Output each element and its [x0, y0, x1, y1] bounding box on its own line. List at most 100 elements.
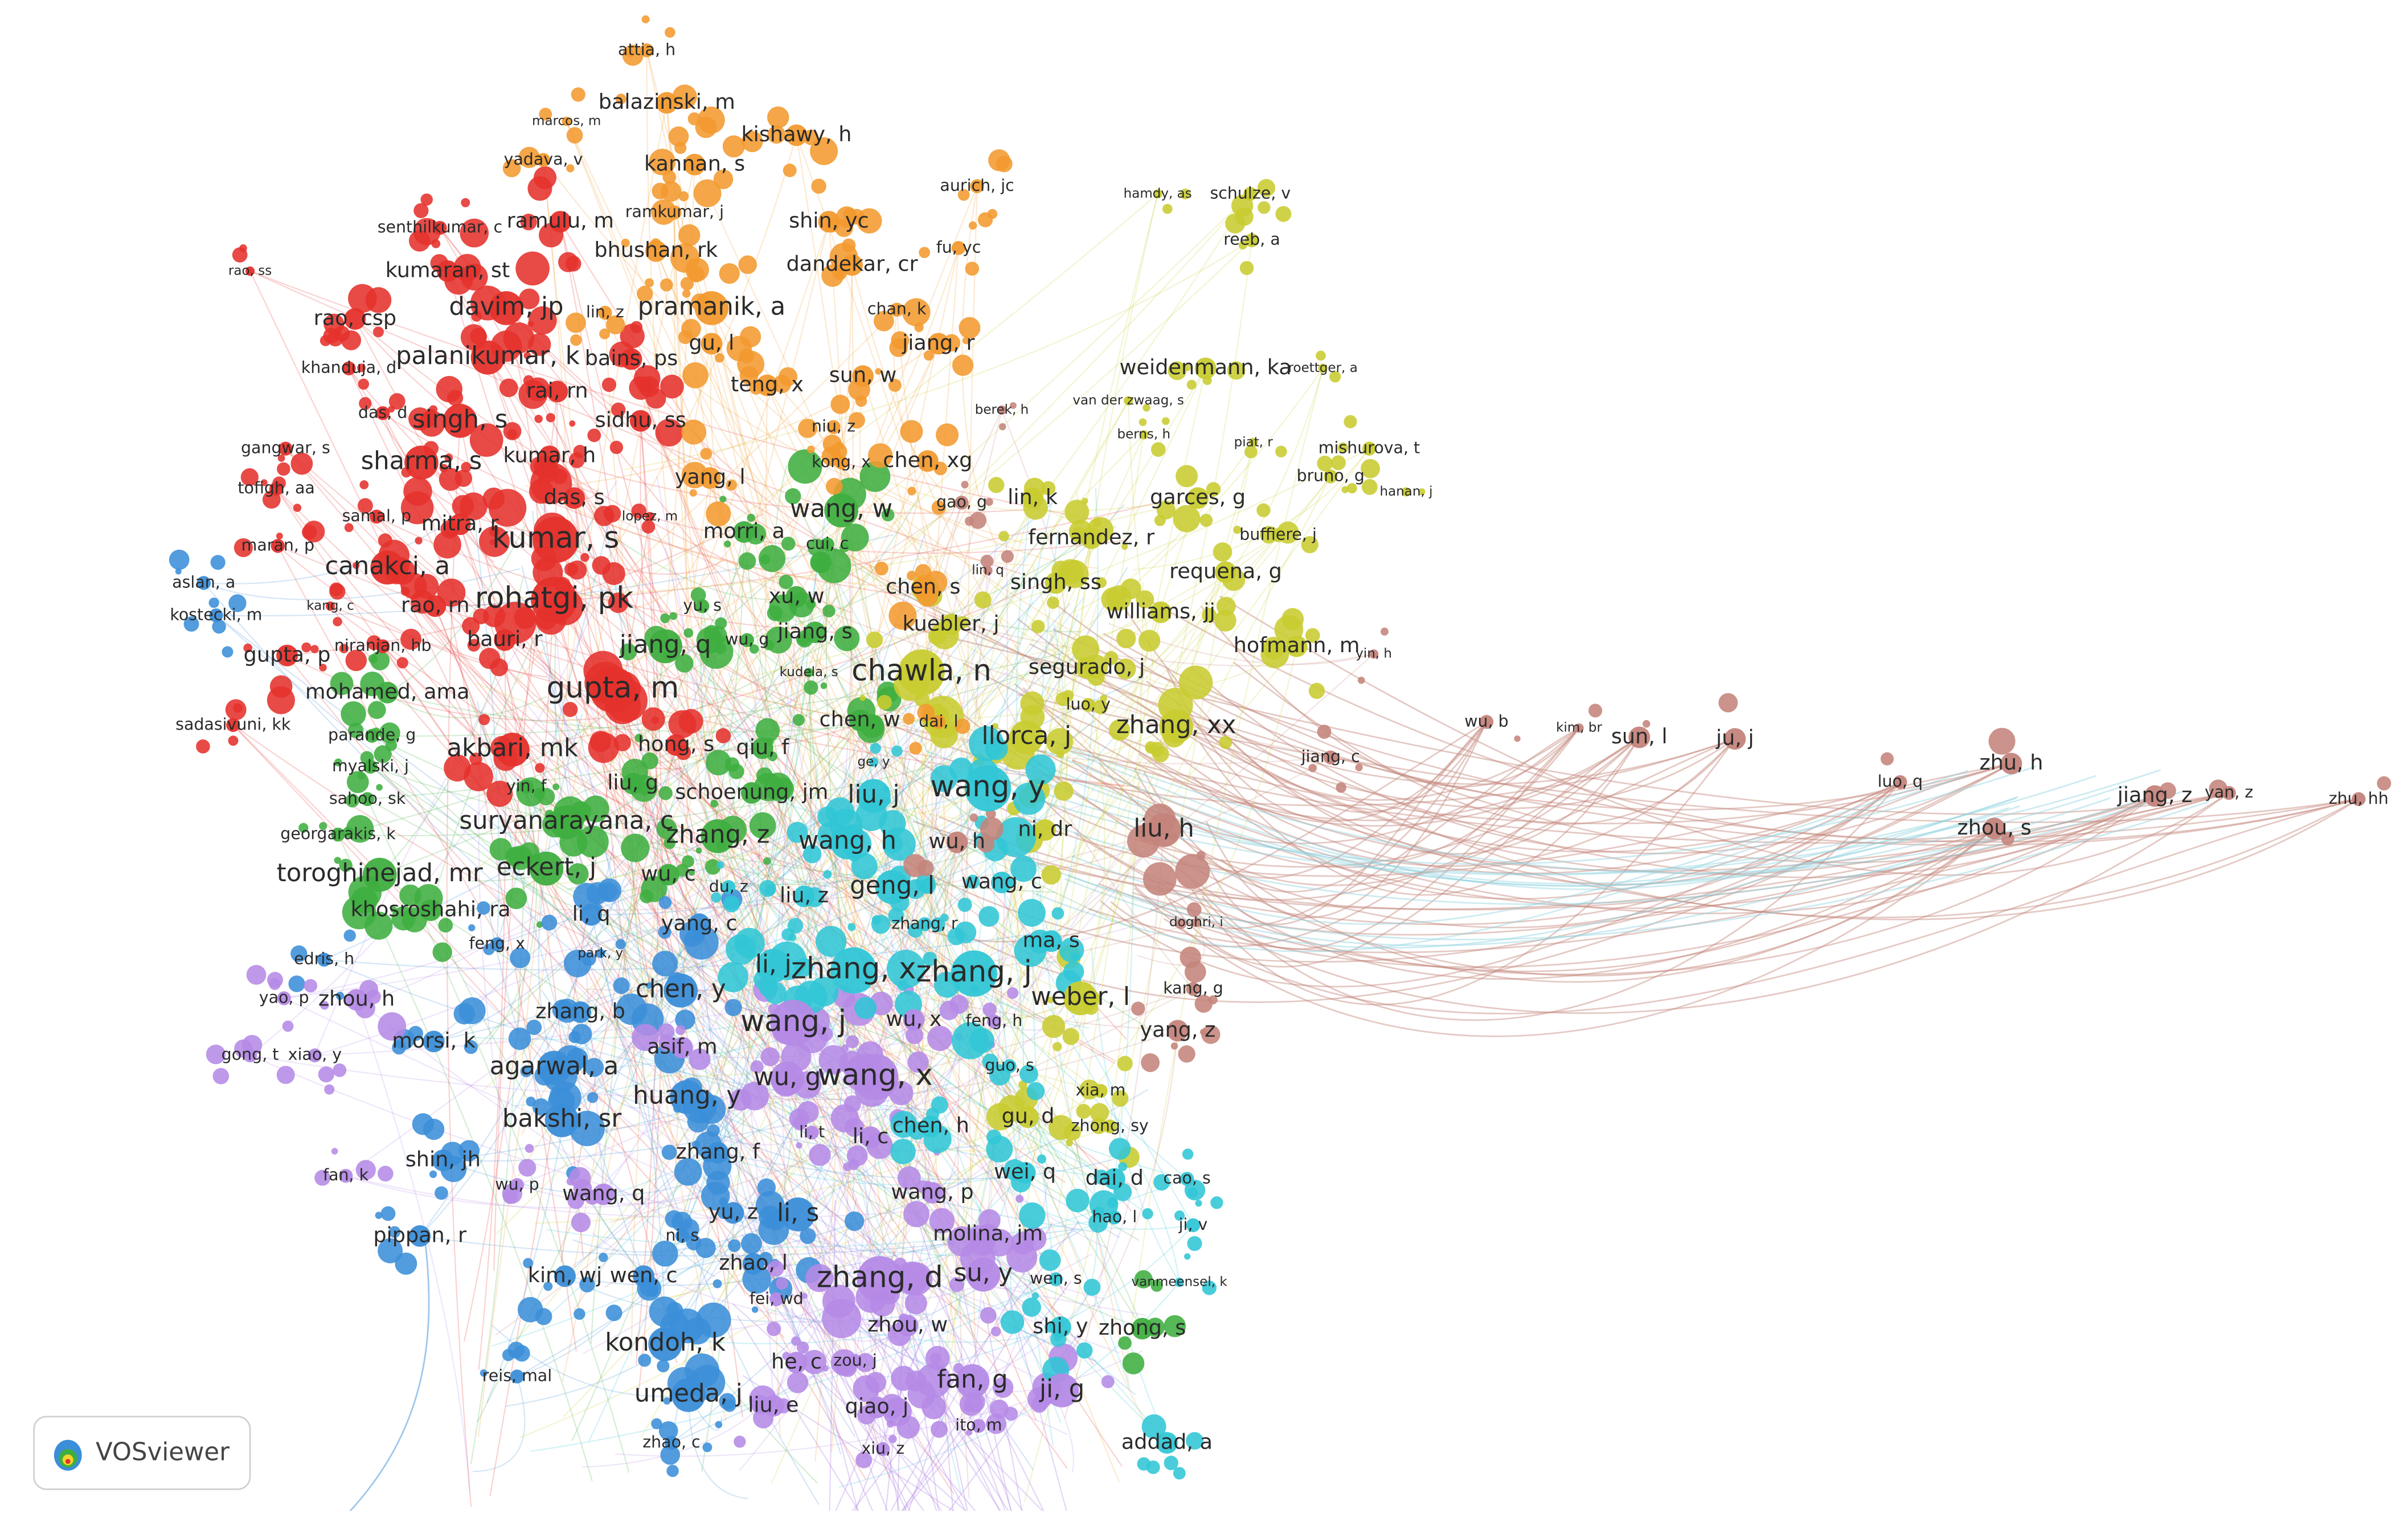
node [796, 1142, 802, 1149]
edge [1232, 661, 1736, 825]
node [347, 722, 364, 738]
node [739, 348, 755, 363]
node [1094, 1083, 1108, 1098]
node [665, 27, 675, 38]
edge [538, 714, 583, 1068]
node [749, 812, 776, 839]
node [239, 244, 247, 252]
node [1643, 720, 1651, 728]
edge [1205, 721, 1488, 919]
node [742, 1253, 764, 1275]
node-label: kong, x [812, 452, 871, 471]
node [1040, 930, 1062, 952]
edge [668, 672, 810, 1262]
node [1301, 536, 1318, 554]
node [818, 211, 840, 233]
node [952, 354, 974, 376]
node [1045, 1373, 1079, 1408]
node [1336, 782, 1346, 793]
node [1146, 813, 1181, 847]
node [490, 658, 509, 677]
node [482, 604, 506, 628]
node [1117, 1056, 1133, 1071]
edge [435, 502, 1154, 607]
node-label: sharma, s [361, 447, 482, 476]
node-label: fernandez, r [1028, 525, 1155, 549]
node [931, 715, 946, 729]
node [802, 1349, 827, 1375]
node [598, 882, 617, 901]
node [1162, 203, 1173, 214]
node [571, 87, 585, 102]
node-label: kannan, s [644, 151, 745, 175]
node [949, 995, 969, 1014]
node-label: xu, w [768, 583, 824, 608]
node [1000, 1310, 1025, 1334]
node-label: yang, z [1140, 1017, 1215, 1042]
edge [559, 222, 638, 698]
node [1139, 418, 1147, 426]
node [1271, 528, 1285, 542]
node [857, 779, 891, 813]
node [208, 598, 219, 608]
node-label: hofmann, m [1234, 633, 1360, 657]
edge [439, 227, 1127, 1040]
node [706, 501, 731, 527]
node [629, 410, 652, 432]
node [499, 378, 518, 398]
node [510, 947, 531, 968]
node [982, 1003, 997, 1017]
edge [370, 766, 746, 1043]
edge [763, 1260, 874, 1511]
node [996, 156, 1013, 173]
node [400, 587, 410, 596]
node [1186, 902, 1202, 917]
edge [382, 412, 908, 596]
node-label: ju, j [1715, 726, 1754, 750]
node [1080, 527, 1103, 549]
edge [939, 795, 2155, 910]
edge [372, 652, 1063, 737]
edge [486, 786, 538, 1044]
node [1175, 854, 1210, 889]
node-label: singh, ss [1010, 570, 1101, 594]
node [886, 950, 925, 988]
node-label: chen, xg [883, 448, 972, 472]
node [691, 1140, 701, 1149]
node [1317, 455, 1333, 472]
node [982, 1053, 998, 1070]
node [713, 169, 734, 190]
node [1588, 703, 1603, 718]
node-label: jiang, c [1301, 747, 1360, 766]
node-label: cao, s [1164, 1169, 1211, 1188]
edge [574, 497, 952, 1275]
edge [519, 1116, 1029, 1438]
node [477, 901, 490, 915]
node [1248, 437, 1258, 447]
node [1134, 1270, 1153, 1289]
node [847, 1159, 859, 1171]
node-label: wang, j [740, 1004, 846, 1038]
node [494, 629, 516, 651]
node [260, 479, 268, 486]
edge [1074, 828, 1995, 972]
node-label: xiu, z [861, 1439, 904, 1458]
node [1138, 629, 1161, 652]
node [1046, 728, 1074, 755]
node-label: berns, h [1117, 427, 1170, 442]
node [334, 758, 342, 767]
node-label: zhang, j [916, 955, 1032, 989]
node [652, 1241, 678, 1267]
edge [764, 1220, 907, 1511]
edge [566, 121, 1150, 1433]
node-label: wen, c [610, 1263, 678, 1287]
node [1047, 596, 1059, 609]
node-label: luo, y [1066, 695, 1111, 714]
node [970, 179, 984, 194]
node [741, 1233, 762, 1254]
edge [447, 271, 1095, 1365]
edge [1075, 646, 1297, 1111]
node-label: li, t [799, 1122, 825, 1141]
node [1346, 483, 1357, 494]
node [1153, 1174, 1170, 1191]
